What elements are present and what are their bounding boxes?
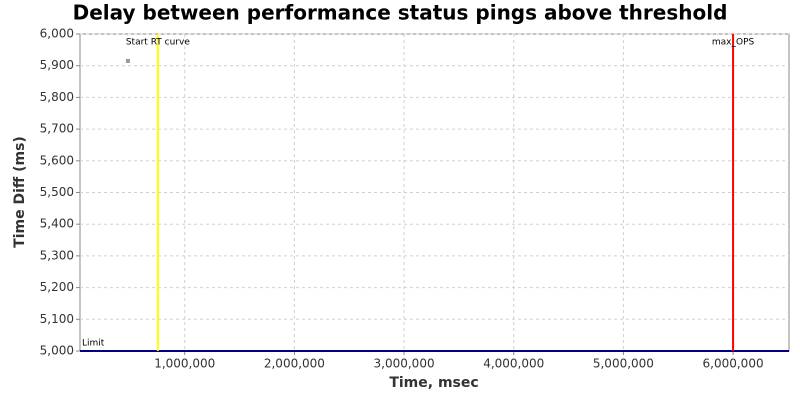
y-tick-label: 5,400: [40, 217, 74, 231]
threshold-label: Limit: [82, 339, 105, 349]
x-tick-label: 1,000,000: [154, 357, 215, 371]
y-tick-label: 5,700: [40, 122, 74, 136]
y-tick-label: 5,900: [40, 58, 74, 72]
y-tick-label: 6,000: [40, 27, 74, 41]
marker-label: max_OPS: [712, 38, 755, 48]
x-tick-label: 3,000,000: [374, 357, 435, 371]
y-tick-label: 5,200: [40, 280, 74, 294]
y-tick-label: 5,800: [40, 90, 74, 104]
chart-title: Delay between performance status pings a…: [73, 1, 728, 25]
y-tick-label: 5,100: [40, 312, 74, 326]
point: [125, 58, 130, 63]
x-tick-label: 6,000,000: [703, 357, 764, 371]
y-tick-label: 5,000: [40, 344, 74, 358]
y-axis-label: Time Diff (ms): [12, 136, 28, 248]
y-tick-label: 5,500: [40, 185, 74, 199]
marker-label: Start RT curve: [126, 38, 190, 48]
x-tick-label: 5,000,000: [593, 357, 654, 371]
y-tick-label: 5,600: [40, 153, 74, 167]
x-axis-label: Time, msec: [389, 375, 478, 391]
x-tick-label: 2,000,000: [264, 357, 325, 371]
x-tick-label: 4,000,000: [483, 357, 544, 371]
y-tick-label: 5,300: [40, 248, 74, 262]
